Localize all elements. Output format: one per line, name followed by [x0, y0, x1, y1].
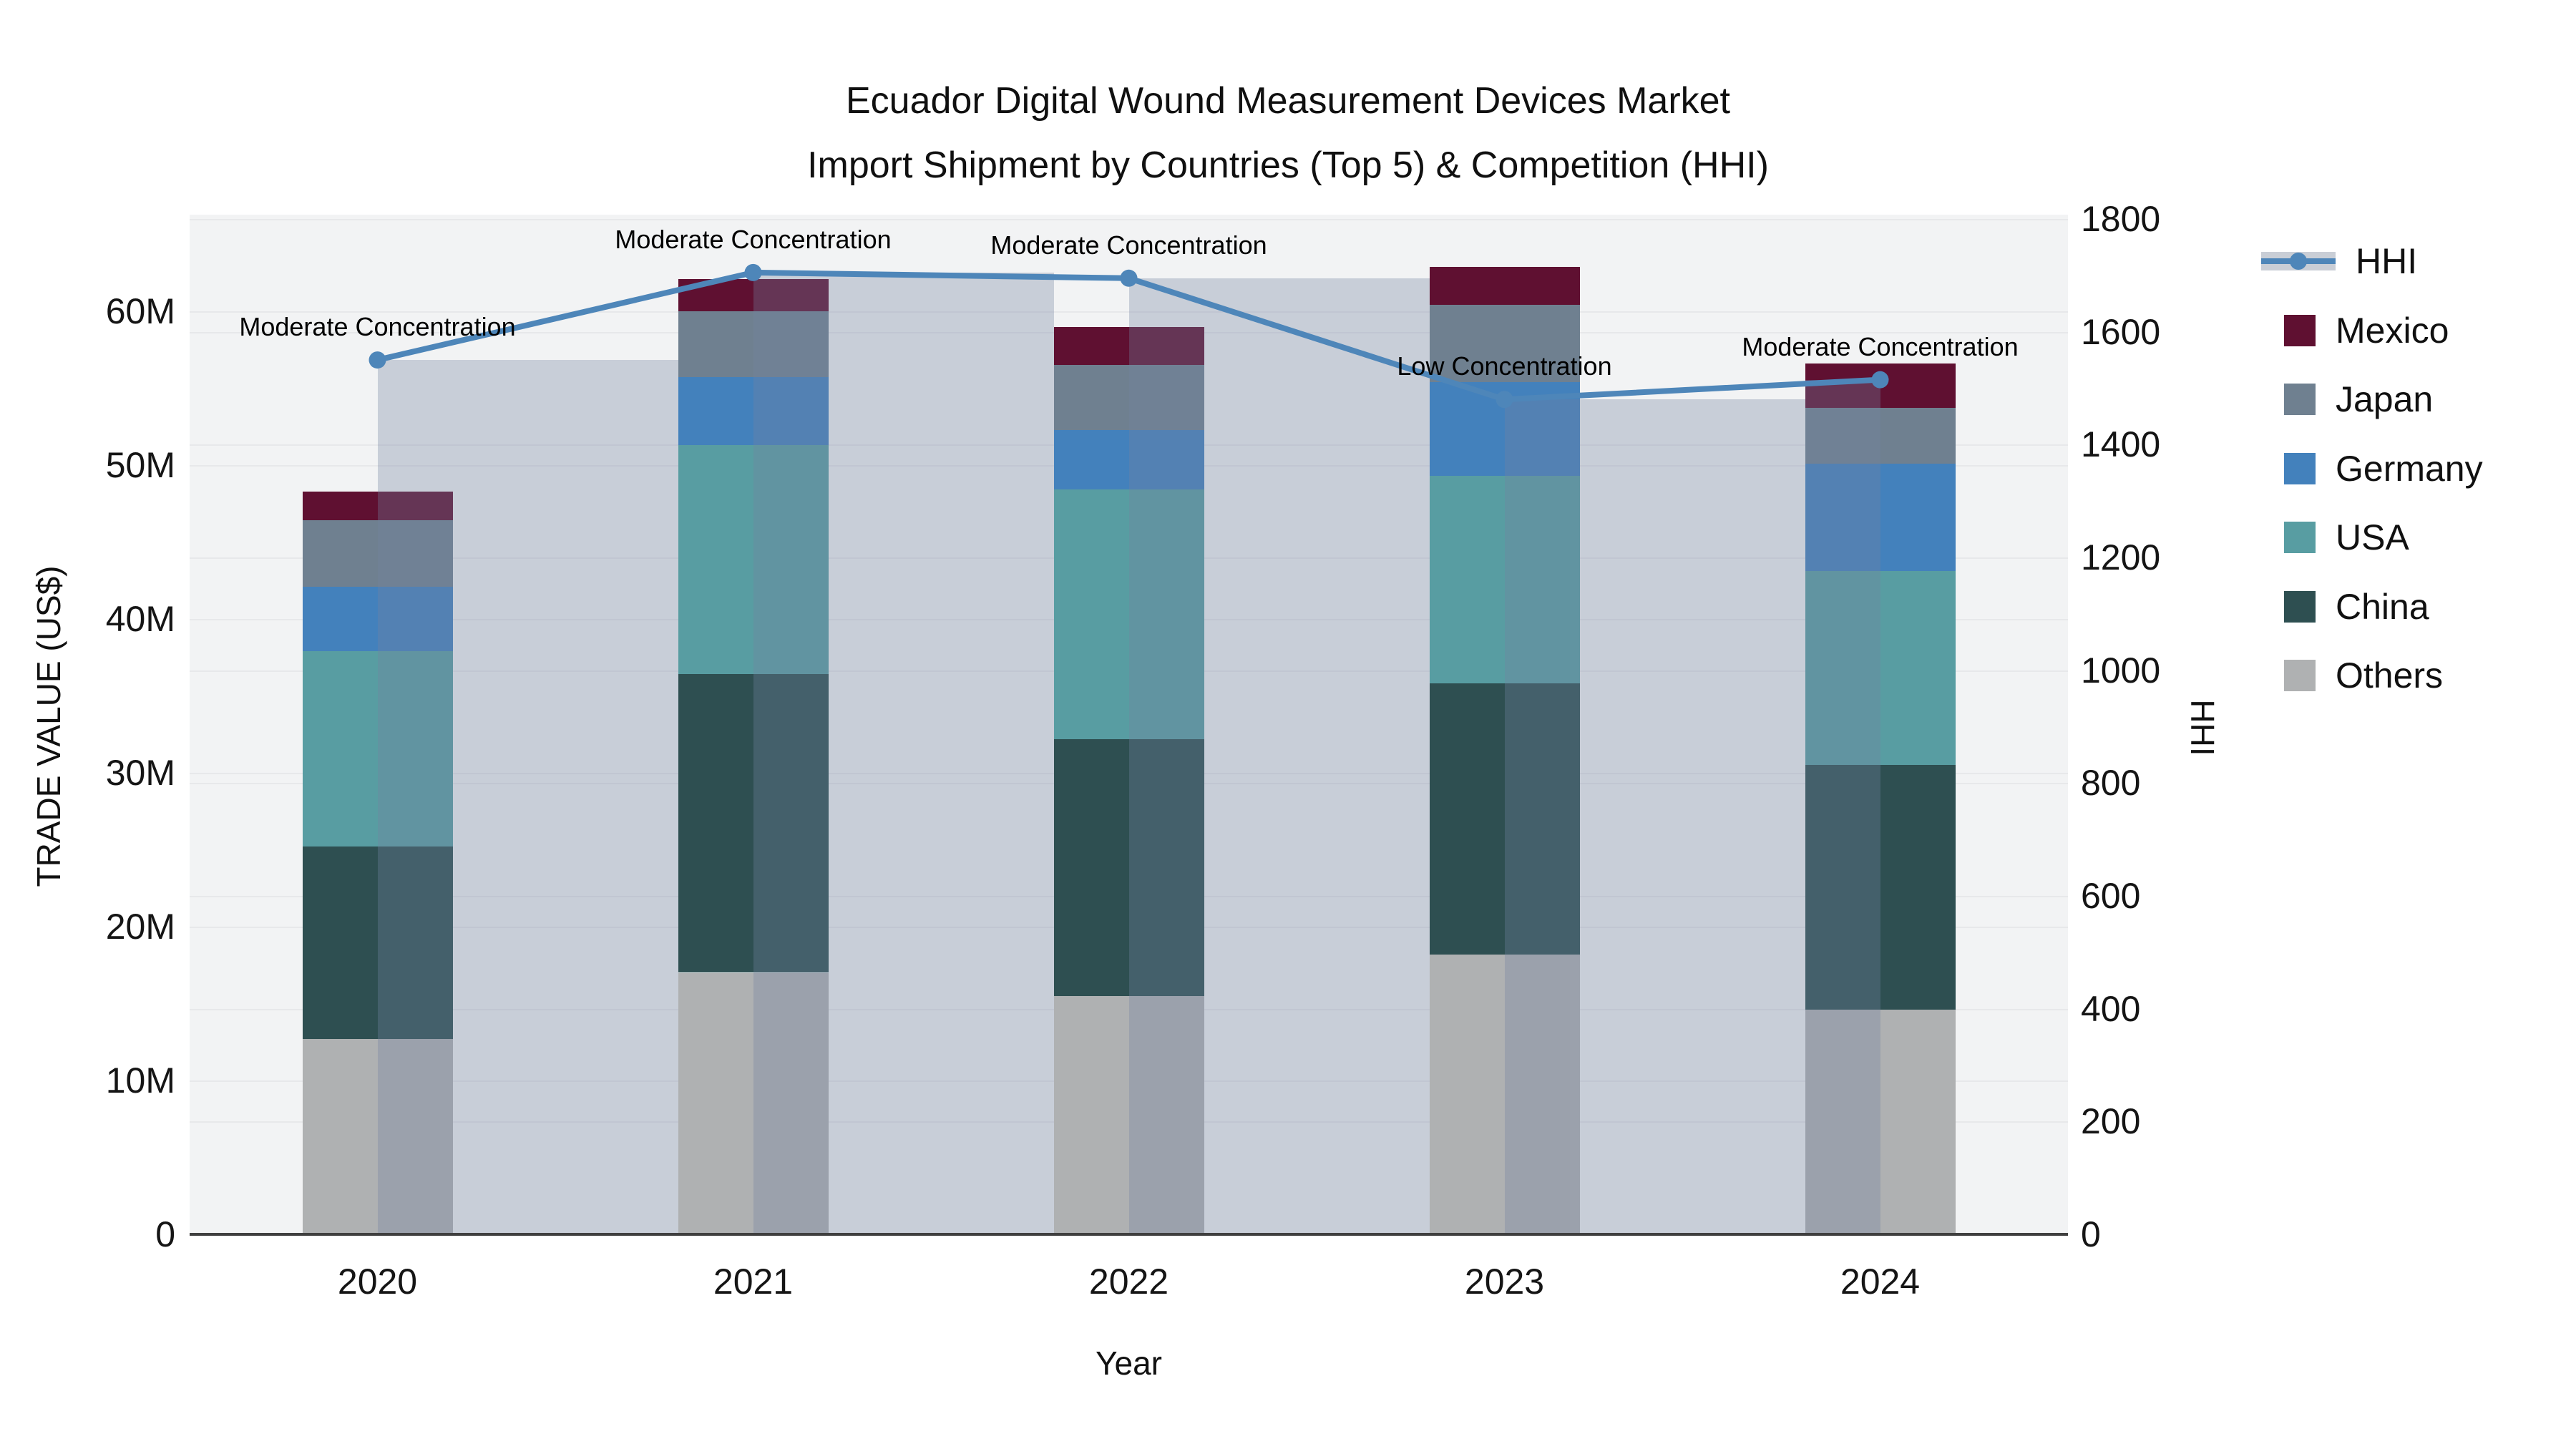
bar-segment-2022-china[interactable]	[1053, 738, 1204, 996]
y-right-tick-1200: 1200	[2081, 537, 2161, 577]
bar-segment-2024-china[interactable]	[1805, 765, 1956, 1010]
hhi-marker-2021[interactable]	[744, 263, 762, 281]
legend-swatch-mexico-icon	[2284, 314, 2316, 346]
hhi-band-2023[interactable]	[1504, 399, 1805, 1234]
hhi-line	[376, 269, 1880, 403]
hhi-marker-2022[interactable]	[1120, 269, 1138, 287]
y-left-tick-20M: 20M	[105, 907, 175, 947]
bar-segment-2022-germany[interactable]	[1053, 429, 1204, 490]
legend-item-usa[interactable]: USA	[2261, 516, 2409, 559]
y-left-tick-10M: 10M	[105, 1060, 175, 1101]
x-axis-title: Year	[1096, 1345, 1162, 1382]
legend-item-hhi[interactable]: HHI	[2261, 240, 2417, 283]
hhi-marker-2023[interactable]	[1496, 391, 1513, 409]
legend-swatch-china-icon	[2284, 590, 2316, 623]
bar-segment-2020-japan[interactable]	[302, 520, 453, 587]
legend-swatch-others-icon	[2284, 660, 2316, 691]
annotation-2021: Moderate Concentration	[615, 224, 892, 254]
bar-segment-2020-usa[interactable]	[302, 651, 453, 847]
legend-swatch-germany-icon	[2284, 452, 2316, 484]
bar-segment-2024-usa[interactable]	[1805, 571, 1956, 766]
bar-segment-2020-others[interactable]	[302, 1038, 453, 1234]
x-tick-2024: 2024	[1840, 1262, 1921, 1302]
y-left-tick-30M: 30M	[105, 753, 175, 793]
annotation-2024: Moderate Concentration	[1742, 331, 2019, 361]
legend-label-japan: Japan	[2336, 379, 2434, 419]
y-left-tick-0: 0	[155, 1214, 175, 1254]
x-axis-line	[190, 1233, 2068, 1236]
bar-segment-2024-others[interactable]	[1805, 1010, 1956, 1234]
bar-segment-2021-usa[interactable]	[678, 445, 829, 675]
legend-item-germany[interactable]: Germany	[2261, 447, 2483, 490]
y-axis-left-title: TRADE VALUE (US$)	[30, 565, 67, 887]
bar-segment-2023-usa[interactable]	[1429, 476, 1580, 684]
x-tick-2023: 2023	[1464, 1262, 1545, 1302]
bar-segment-2021-japan[interactable]	[678, 311, 829, 378]
bar-segment-2022-mexico[interactable]	[1053, 326, 1204, 366]
legend-label-china: China	[2336, 586, 2429, 627]
bar-segment-2023-others[interactable]	[1429, 954, 1580, 1234]
bar-segment-2023-japan[interactable]	[1429, 305, 1580, 382]
y-left-tick-60M: 60M	[105, 291, 175, 331]
y-right-tick-0: 0	[2081, 1214, 2101, 1254]
gridline-right-axis	[190, 219, 2068, 220]
bar-segment-2023-mexico[interactable]	[1429, 266, 1580, 306]
bar-segment-2024-germany[interactable]	[1805, 463, 1956, 572]
legend-swatch-usa-icon	[2284, 522, 2316, 553]
bar-segment-2020-china[interactable]	[302, 847, 453, 1039]
legend-item-others[interactable]: Others	[2261, 654, 2443, 697]
annotation-2023: Low Concentration	[1397, 351, 1612, 381]
bar-segment-2022-japan[interactable]	[1053, 365, 1204, 430]
x-tick-2021: 2021	[713, 1262, 794, 1302]
legend-label-others: Others	[2336, 655, 2444, 696]
chart-title-line2: Import Shipment by Countries (Top 5) & C…	[807, 145, 1769, 186]
y-right-tick-200: 200	[2081, 1101, 2141, 1142]
hhi-band-2024[interactable]	[1805, 379, 1880, 1234]
y-left-tick-50M: 50M	[105, 445, 175, 485]
y-right-tick-1400: 1400	[2081, 424, 2161, 465]
bar-segment-2023-china[interactable]	[1429, 683, 1580, 955]
x-tick-2022: 2022	[1088, 1262, 1169, 1302]
hhi-marker-2024[interactable]	[1871, 371, 1889, 389]
bar-segment-2022-usa[interactable]	[1053, 489, 1204, 739]
hhi-band-2022[interactable]	[1128, 278, 1430, 1234]
y-right-tick-1000: 1000	[2081, 650, 2161, 691]
y-axis-right-title: HHI	[2184, 699, 2221, 756]
hhi-band-2020[interactable]	[377, 360, 678, 1234]
y-left-tick-40M: 40M	[105, 599, 175, 639]
hhi-line-swatch-icon	[2261, 252, 2336, 270]
bar-segment-2021-others[interactable]	[678, 972, 829, 1234]
chart-title-line1: Ecuador Digital Wound Measurement Device…	[845, 80, 1730, 122]
bar-segment-2024-japan[interactable]	[1805, 408, 1956, 464]
chart-title: Ecuador Digital Wound Measurement Device…	[0, 69, 2576, 197]
bar-segment-2021-china[interactable]	[678, 674, 829, 973]
legend-item-japan[interactable]: Japan	[2261, 378, 2433, 421]
legend-label-mexico: Mexico	[2336, 310, 2449, 351]
legend-label-usa: USA	[2336, 517, 2409, 557]
x-tick-2020: 2020	[337, 1262, 418, 1302]
y-right-tick-800: 800	[2081, 763, 2141, 804]
legend-label-germany: Germany	[2336, 448, 2483, 489]
bar-segment-2020-germany[interactable]	[302, 586, 453, 652]
bar-segment-2021-germany[interactable]	[678, 377, 829, 446]
legend-item-china[interactable]: China	[2261, 585, 2429, 628]
y-right-tick-1600: 1600	[2081, 311, 2161, 352]
legend-label-hhi: HHI	[2356, 241, 2418, 281]
annotation-2020: Moderate Concentration	[239, 312, 516, 342]
y-right-tick-1800: 1800	[2081, 199, 2161, 239]
hhi-band-2021[interactable]	[753, 272, 1054, 1234]
annotation-2022: Moderate Concentration	[990, 230, 1267, 260]
y-right-tick-600: 600	[2081, 876, 2141, 916]
legend-item-mexico[interactable]: Mexico	[2261, 309, 2449, 352]
hhi-marker-2020[interactable]	[369, 351, 386, 369]
y-right-tick-400: 400	[2081, 988, 2141, 1029]
gridline-left-axis	[190, 311, 2068, 313]
bar-segment-2020-mexico[interactable]	[302, 491, 453, 521]
legend-swatch-japan-icon	[2284, 384, 2316, 415]
bar-segment-2022-others[interactable]	[1053, 995, 1204, 1234]
hhi-legend-marker	[2290, 253, 2307, 270]
